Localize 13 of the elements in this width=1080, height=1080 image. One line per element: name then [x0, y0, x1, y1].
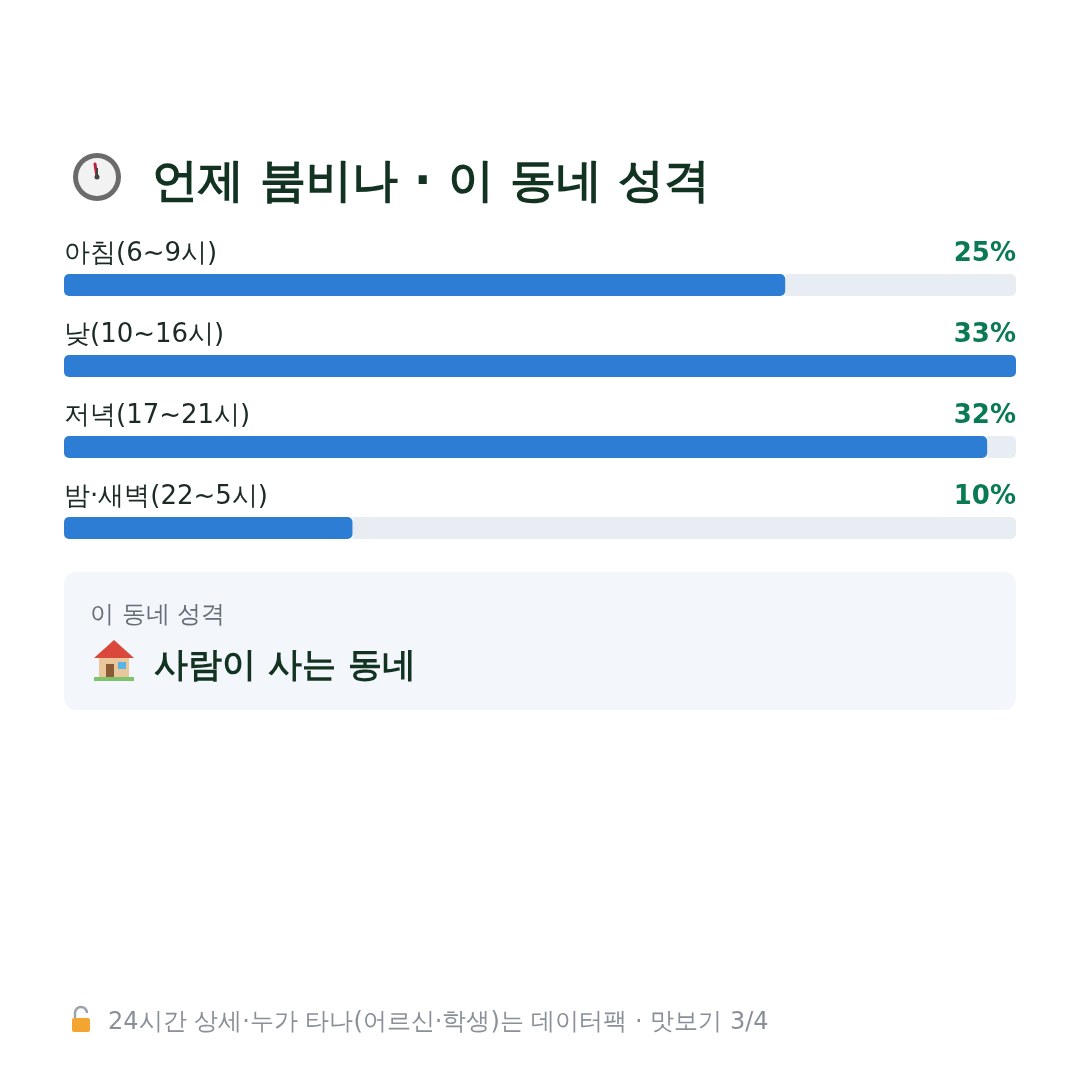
chart-title: 언제 붐비나 · 이 동네 성격: [152, 153, 710, 207]
y-tick-label: 낮(10~16시): [64, 318, 225, 348]
text: 이 동네 성격: [90, 600, 226, 628]
data-label: 25%: [953, 237, 1016, 267]
text: 24시간 상세·누가 타나(어르신·학생)는 데이터팩 · 맛보기 3/4: [108, 1007, 769, 1035]
y-tick-label: 아침(6~9시): [64, 237, 218, 267]
y-tick-label: 저녁(17~21시): [64, 399, 251, 429]
text: 사람이 사는 동네: [154, 644, 416, 684]
bar: [64, 355, 1016, 377]
data-label: 10%: [953, 480, 1016, 510]
data-label: 32%: [953, 399, 1016, 429]
y-tick-label: 밤·새벽(22~5시): [64, 480, 268, 510]
data-label: 33%: [953, 318, 1016, 348]
